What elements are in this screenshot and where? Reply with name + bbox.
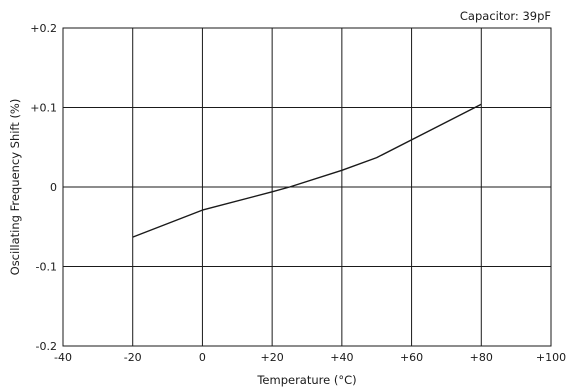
x-tick-label: -40 xyxy=(54,351,72,364)
y-tick-label: +0.1 xyxy=(30,102,57,115)
plot-frame xyxy=(62,27,552,347)
x-tick-label: 0 xyxy=(199,351,206,364)
x-tick-label: +60 xyxy=(400,351,423,364)
x-tick-label: +100 xyxy=(536,351,566,364)
x-tick-label: +80 xyxy=(470,351,493,364)
y-tick-label: -0.2 xyxy=(36,340,57,353)
y-axis-title: Oscillating Frequency Shift (%) xyxy=(8,99,22,276)
capacitor-annotation: Capacitor: 39pF xyxy=(460,9,551,23)
x-tick-labels: -40 -20 0 +20 +40 +60 +80 +100 xyxy=(54,351,566,364)
series-line xyxy=(132,103,482,238)
x-tick-label: -20 xyxy=(124,351,142,364)
y-tick-label: -0.1 xyxy=(36,261,57,274)
x-tick-label: +20 xyxy=(261,351,284,364)
y-tick-labels: +0.2 +0.1 0 -0.1 -0.2 xyxy=(30,22,57,353)
y-tick-label: 0 xyxy=(50,181,57,194)
x-tick-label: +40 xyxy=(330,351,353,364)
gridlines xyxy=(62,27,552,347)
series-layer xyxy=(132,103,482,238)
x-axis-title: Temperature (°C) xyxy=(256,373,356,387)
y-tick-label: +0.2 xyxy=(30,22,57,35)
